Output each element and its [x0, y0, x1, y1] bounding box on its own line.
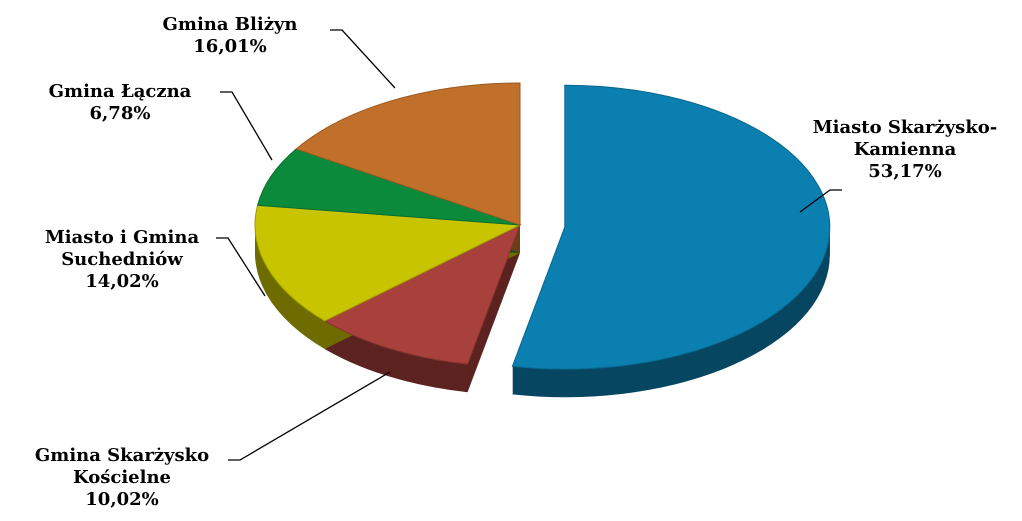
data-label: Miasto i Gmina Suchedniów 14,02% [17, 227, 227, 293]
value-label: 53,17% [868, 161, 942, 182]
data-label: Miasto Skarżysko-Kamienna 53,17% [790, 117, 1020, 183]
category-label: Miasto Skarżysko-Kamienna [812, 117, 998, 160]
slice [256, 148, 521, 226]
category-label: Gmina Bliżyn [162, 14, 298, 35]
value-label: 14,02% [85, 271, 159, 292]
value-label: 10,02% [85, 489, 159, 510]
leader-line [228, 371, 391, 461]
slice [323, 223, 521, 365]
leader-line [799, 189, 842, 213]
leader-line [220, 91, 273, 161]
slice [295, 82, 521, 226]
leader-line [330, 29, 396, 89]
value-label: 6,78% [89, 103, 151, 124]
data-label: Gmina Bliżyn 16,01% [130, 14, 330, 58]
leader-line [216, 237, 266, 297]
category-label: Gmina Skarżysko Kościelne [34, 445, 210, 488]
slice [511, 84, 831, 370]
category-label: Gmina Łączna [48, 81, 192, 102]
data-label: Gmina Łączna 6,78% [20, 81, 220, 125]
data-label: Gmina Skarżysko Kościelne 10,02% [2, 445, 242, 511]
category-label: Miasto i Gmina Suchedniów [44, 227, 200, 270]
value-label: 16,01% [193, 36, 267, 57]
slice [254, 204, 522, 322]
